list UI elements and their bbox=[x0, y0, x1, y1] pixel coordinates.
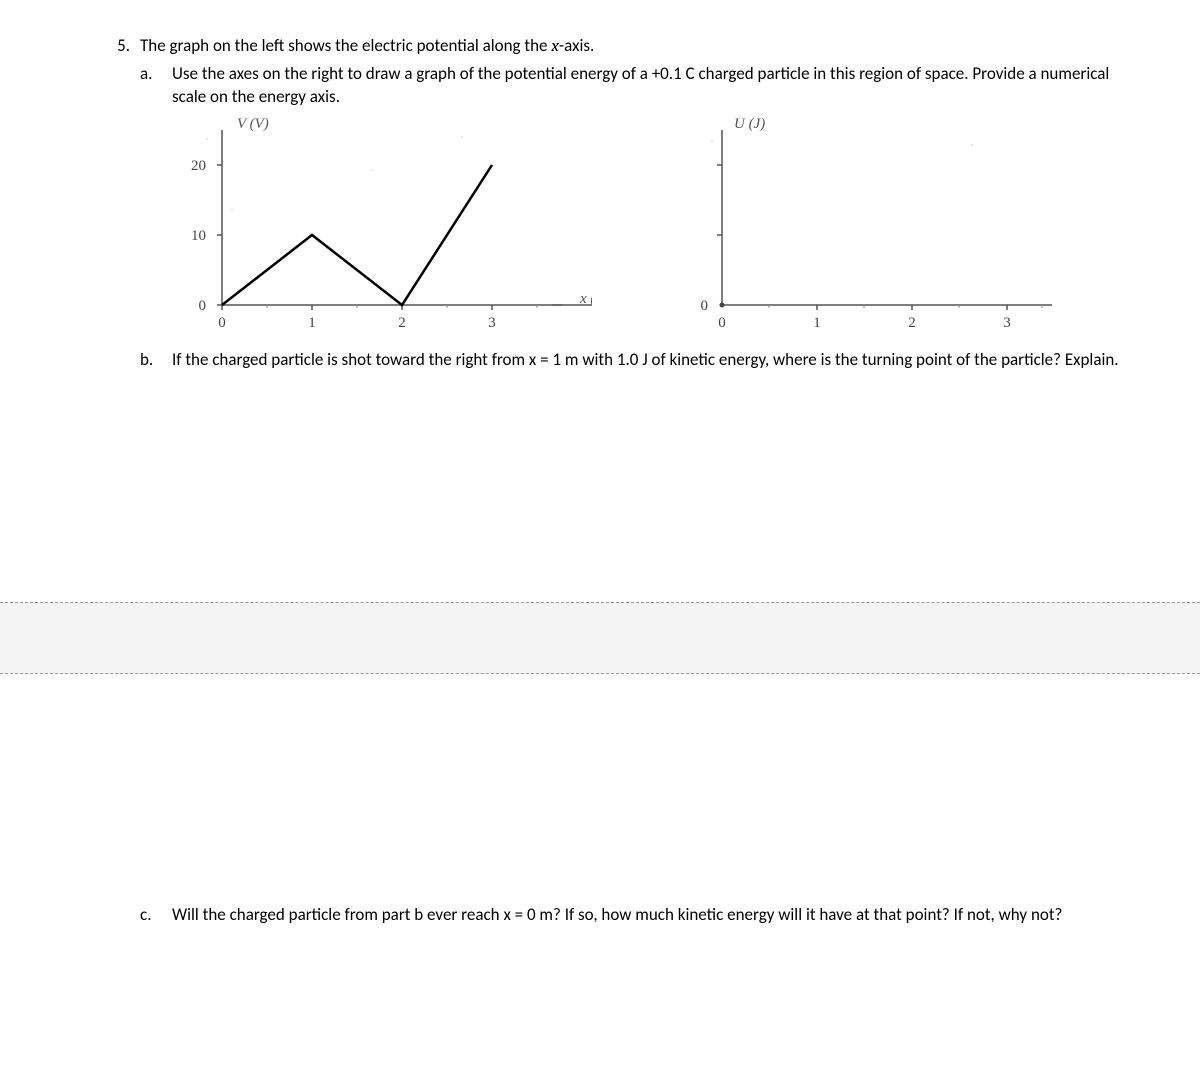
part-b-row: b. If the charged particle is shot towar… bbox=[140, 349, 1140, 372]
ytick-2: 20 bbox=[191, 158, 206, 174]
part-a-row: a. Use the axes on the right to draw a g… bbox=[140, 63, 1140, 109]
r-xtick-3: 3 bbox=[1003, 315, 1011, 331]
right-chart: 0 0 1 2 3 U (J) bbox=[672, 115, 1052, 345]
part-a-text: Use the axes on the right to draw a grap… bbox=[172, 63, 1140, 109]
question-stem-row: 5. The graph on the left shows the elect… bbox=[100, 35, 1140, 59]
part-b-letter: b. bbox=[140, 349, 172, 370]
r-xtick-1: 1 bbox=[813, 315, 821, 331]
ytick-0: 0 bbox=[199, 298, 207, 314]
part-c-letter: c. bbox=[140, 904, 172, 925]
left-y-label: V (V) bbox=[237, 116, 269, 132]
right-y-label: U (J) bbox=[734, 116, 765, 132]
separator-band bbox=[0, 602, 1200, 674]
question-number: 5. bbox=[100, 35, 140, 56]
r-origin-y: 0 bbox=[701, 298, 709, 314]
xtick-2: 2 bbox=[398, 315, 406, 331]
xtick-1: 1 bbox=[308, 315, 316, 331]
r-xtick-0: 0 bbox=[718, 315, 726, 331]
r-xtick-2: 2 bbox=[908, 315, 916, 331]
xtick-0: 0 bbox=[218, 315, 226, 331]
part-c-row: c. Will the charged particle from part b… bbox=[140, 904, 1140, 927]
question-stem: The graph on the left shows the electric… bbox=[140, 35, 1140, 59]
part-c-text: Will the charged particle from part b ev… bbox=[172, 904, 1140, 927]
xtick-3: 3 bbox=[488, 315, 496, 331]
part-a-letter: a. bbox=[140, 63, 172, 84]
left-x-label: x (m) bbox=[579, 291, 592, 307]
page: 5. The graph on the left shows the elect… bbox=[0, 0, 1200, 971]
stem-prefix: The graph on the left shows the electric… bbox=[140, 35, 551, 56]
stem-suffix: -axis. bbox=[559, 35, 594, 56]
graphs-row: 0 10 20 0 1 2 3 V (V) x (m) bbox=[162, 115, 1140, 345]
left-chart: 0 10 20 0 1 2 3 V (V) x (m) bbox=[162, 115, 592, 345]
stem-italic: x bbox=[551, 37, 559, 56]
part-b-text: If the charged particle is shot toward t… bbox=[172, 349, 1140, 372]
ytick-1: 10 bbox=[191, 228, 206, 244]
